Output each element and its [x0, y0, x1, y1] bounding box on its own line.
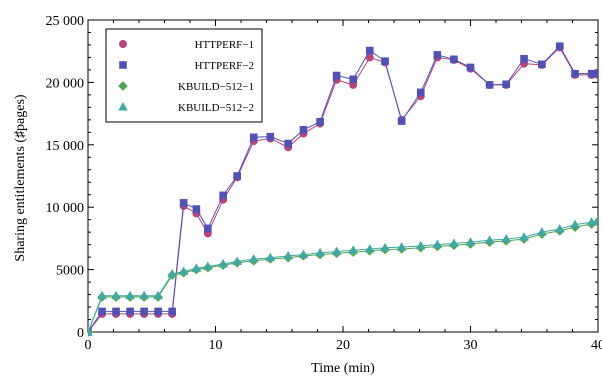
y-tick-label: 5000	[56, 264, 84, 279]
data-point	[125, 290, 135, 300]
data-point	[192, 205, 201, 213]
data-point	[191, 263, 202, 272]
y-axis-label: Sharing entitlements (♯pages)	[13, 94, 28, 262]
data-point	[126, 307, 134, 316]
data-point	[594, 69, 598, 78]
legend-box	[105, 28, 263, 123]
data-point	[520, 54, 528, 63]
data-point	[571, 69, 579, 78]
data-point	[299, 126, 308, 134]
series-4	[88, 215, 598, 336]
data-point	[348, 245, 358, 254]
data-point	[465, 237, 476, 246]
data-point	[396, 242, 407, 251]
series-layer	[88, 42, 598, 337]
axes: 0 10 20 30 40 0 5000 10 000 15 000 20 000 25 000	[46, 14, 602, 353]
x-tick-label: 0	[85, 338, 92, 353]
data-point	[433, 51, 442, 59]
data-point	[98, 307, 106, 316]
data-point	[315, 247, 325, 257]
data-point	[449, 238, 459, 247]
data-point	[502, 80, 510, 89]
data-point	[204, 224, 212, 233]
data-point	[538, 60, 546, 69]
y-tick-label: 20 000	[46, 76, 85, 91]
data-point	[381, 57, 389, 65]
data-point	[332, 71, 341, 80]
data-point	[555, 42, 564, 51]
y-tick-label: 10 000	[46, 201, 85, 216]
data-point	[140, 307, 148, 316]
data-point	[179, 199, 188, 207]
data-point	[316, 117, 324, 126]
data-point	[587, 69, 596, 78]
x-tick-label: 30	[464, 338, 478, 353]
y-tick-label: 25 000	[46, 14, 85, 29]
legend-entry-label: HTTPERF−1	[195, 39, 254, 51]
data-point	[139, 290, 149, 300]
series-line	[88, 219, 598, 333]
legend-entry-label: HTTPERF−2	[195, 60, 254, 72]
data-point	[365, 244, 375, 253]
data-point	[416, 240, 426, 250]
data-point	[111, 290, 121, 300]
data-point	[153, 290, 163, 300]
data-point	[178, 266, 189, 275]
data-point	[555, 224, 565, 233]
data-point	[432, 239, 443, 249]
data-point	[168, 307, 176, 316]
data-point	[249, 133, 258, 142]
series-line	[88, 45, 598, 333]
data-point	[219, 191, 227, 200]
data-point	[501, 234, 511, 243]
series-line	[88, 221, 598, 333]
data-point	[283, 250, 293, 260]
legend-marker	[119, 61, 127, 69]
data-point	[416, 88, 425, 97]
data-point	[266, 132, 275, 141]
data-point	[537, 227, 547, 236]
data-point	[112, 307, 120, 316]
data-point	[88, 327, 93, 336]
series-2	[88, 42, 598, 336]
x-axis-label: Time (min)	[311, 361, 375, 376]
data-point	[397, 117, 406, 125]
x-tick-label: 20	[336, 338, 350, 353]
data-point	[154, 307, 162, 316]
legend-entry-label: KBUILD−512−1	[178, 81, 254, 93]
data-point	[331, 246, 342, 256]
data-point	[365, 53, 374, 62]
data-point	[203, 261, 213, 270]
data-point	[97, 290, 107, 300]
data-point	[365, 46, 374, 55]
data-point	[349, 75, 357, 84]
data-point	[570, 219, 580, 229]
data-point	[298, 249, 309, 259]
data-point	[484, 235, 495, 244]
x-tick-label: 10	[209, 338, 223, 353]
data-point	[593, 215, 598, 224]
data-point	[233, 172, 241, 180]
data-point	[485, 81, 494, 89]
x-tick-label: 40	[591, 338, 602, 353]
data-point	[232, 256, 242, 265]
data-point	[380, 242, 390, 252]
data-point	[167, 268, 177, 278]
data-point	[284, 139, 292, 148]
y-tick-label: 0	[77, 326, 84, 341]
legend: HTTPERF−1 HTTPERF−2 KBUILD−512−1 KBUILD−512…	[105, 28, 263, 123]
data-point	[218, 258, 228, 268]
data-point	[519, 232, 529, 241]
legend-entry-label: KBUILD−512−2	[178, 102, 254, 114]
data-point	[249, 253, 259, 263]
legend-marker	[118, 102, 128, 111]
legend-marker	[118, 81, 128, 91]
data-point	[450, 55, 458, 64]
y-tick-label: 15 000	[46, 139, 85, 154]
data-point	[265, 252, 276, 262]
data-point	[466, 63, 475, 72]
legend-marker	[119, 40, 127, 48]
series-line	[88, 46, 598, 333]
